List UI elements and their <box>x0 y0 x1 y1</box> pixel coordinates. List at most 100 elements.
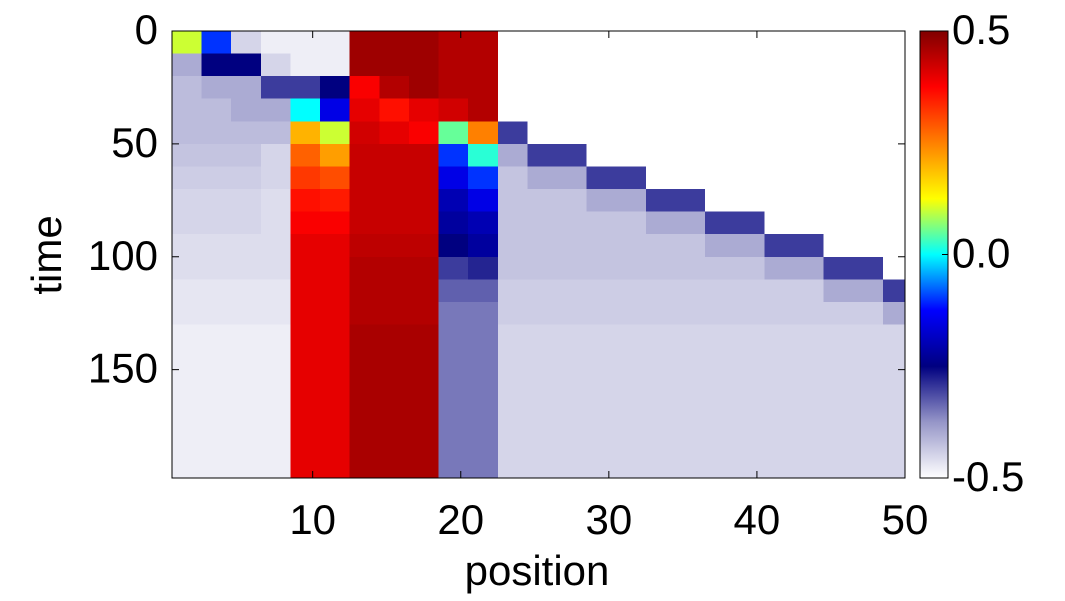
heat-cell <box>586 256 617 280</box>
heat-cell <box>172 437 203 461</box>
heat-cell <box>675 414 706 438</box>
heat-cell <box>645 121 677 145</box>
heat-cell <box>557 234 588 258</box>
heat-cell <box>675 166 706 190</box>
heat-cell <box>616 301 647 326</box>
heat-cell <box>586 301 617 326</box>
heat-cell <box>734 166 765 190</box>
heat-cell <box>882 76 905 100</box>
heat-cell <box>408 53 440 77</box>
heat-cell <box>349 459 380 478</box>
heat-cell <box>882 256 905 280</box>
heat-cell <box>557 392 588 416</box>
heat-cell <box>172 143 203 168</box>
y-tick-label: 150 <box>88 345 158 392</box>
heat-cell <box>764 234 795 258</box>
heat-cell <box>645 347 677 371</box>
heat-cell <box>497 189 528 213</box>
heat-cell <box>616 369 647 393</box>
heat-cell <box>853 437 884 461</box>
heat-cell <box>616 392 647 416</box>
heat-cell <box>260 53 292 77</box>
heat-cell <box>557 279 588 303</box>
heat-cell <box>882 189 905 213</box>
heat-cell <box>823 459 854 478</box>
heat-cell <box>853 31 884 55</box>
heat-cell <box>734 279 765 303</box>
heat-cell <box>882 98 905 122</box>
heat-cell <box>645 98 677 122</box>
heat-cell <box>557 166 588 190</box>
heat-cell <box>231 256 262 280</box>
heat-cell <box>527 414 558 438</box>
heat-cell <box>172 121 203 145</box>
heat-cell <box>379 211 410 235</box>
heat-cell <box>882 166 905 190</box>
heat-cell <box>320 76 351 100</box>
heat-cell <box>764 437 795 461</box>
heat-cell <box>764 189 795 213</box>
heat-cell <box>705 189 736 213</box>
heat-cell <box>675 211 706 235</box>
heat-cell <box>882 459 905 478</box>
heat-cell <box>468 324 499 348</box>
heat-cell <box>734 324 765 348</box>
heat-cell <box>645 143 677 168</box>
heat-cell <box>438 301 469 326</box>
heat-cell <box>201 143 232 168</box>
heat-cell <box>764 301 795 326</box>
heat-cell <box>527 437 558 461</box>
heat-cell <box>705 166 736 190</box>
heat-cell <box>557 437 588 461</box>
heat-cell <box>408 189 440 213</box>
heat-cell <box>882 369 905 393</box>
heat-cell <box>764 392 795 416</box>
heat-cell <box>231 189 262 213</box>
heat-cell <box>823 414 854 438</box>
heat-cell <box>231 392 262 416</box>
heat-cell <box>320 347 351 371</box>
heat-cell <box>586 53 617 77</box>
heat-cell <box>734 369 765 393</box>
heat-cell <box>734 301 765 326</box>
heat-cell <box>675 189 706 213</box>
heat-cell <box>438 392 469 416</box>
heat-cell <box>527 392 558 416</box>
heat-cell <box>734 143 765 168</box>
heat-cell <box>734 31 765 55</box>
heat-cell <box>201 31 232 55</box>
heat-cell <box>438 76 469 100</box>
heat-cell <box>823 53 854 77</box>
heat-cell <box>557 347 588 371</box>
heat-cell <box>823 31 854 55</box>
heat-cell <box>616 414 647 438</box>
heat-cell <box>349 324 380 348</box>
heat-cell <box>793 31 825 55</box>
heat-cell <box>527 324 558 348</box>
heat-cell <box>172 459 203 478</box>
heat-cell <box>823 166 854 190</box>
heat-cell <box>497 459 528 478</box>
heat-cell <box>379 347 410 371</box>
heat-cell <box>793 256 825 280</box>
heat-cell <box>823 189 854 213</box>
heat-cell <box>408 143 440 168</box>
heat-cell <box>231 121 262 145</box>
heat-cell <box>349 414 380 438</box>
heat-cell <box>201 347 232 371</box>
heat-cell <box>793 459 825 478</box>
heat-cell <box>705 256 736 280</box>
heat-cell <box>586 211 617 235</box>
heat-cell <box>497 324 528 348</box>
heat-cell <box>527 279 558 303</box>
heat-cell <box>645 414 677 438</box>
heat-cell <box>438 189 469 213</box>
heat-cell <box>231 369 262 393</box>
heat-cell <box>882 279 905 303</box>
heat-cell <box>231 166 262 190</box>
heat-cell <box>497 414 528 438</box>
heat-cell <box>379 437 410 461</box>
heat-cell <box>497 98 528 122</box>
heat-cell <box>320 324 351 348</box>
heat-cell <box>793 211 825 235</box>
